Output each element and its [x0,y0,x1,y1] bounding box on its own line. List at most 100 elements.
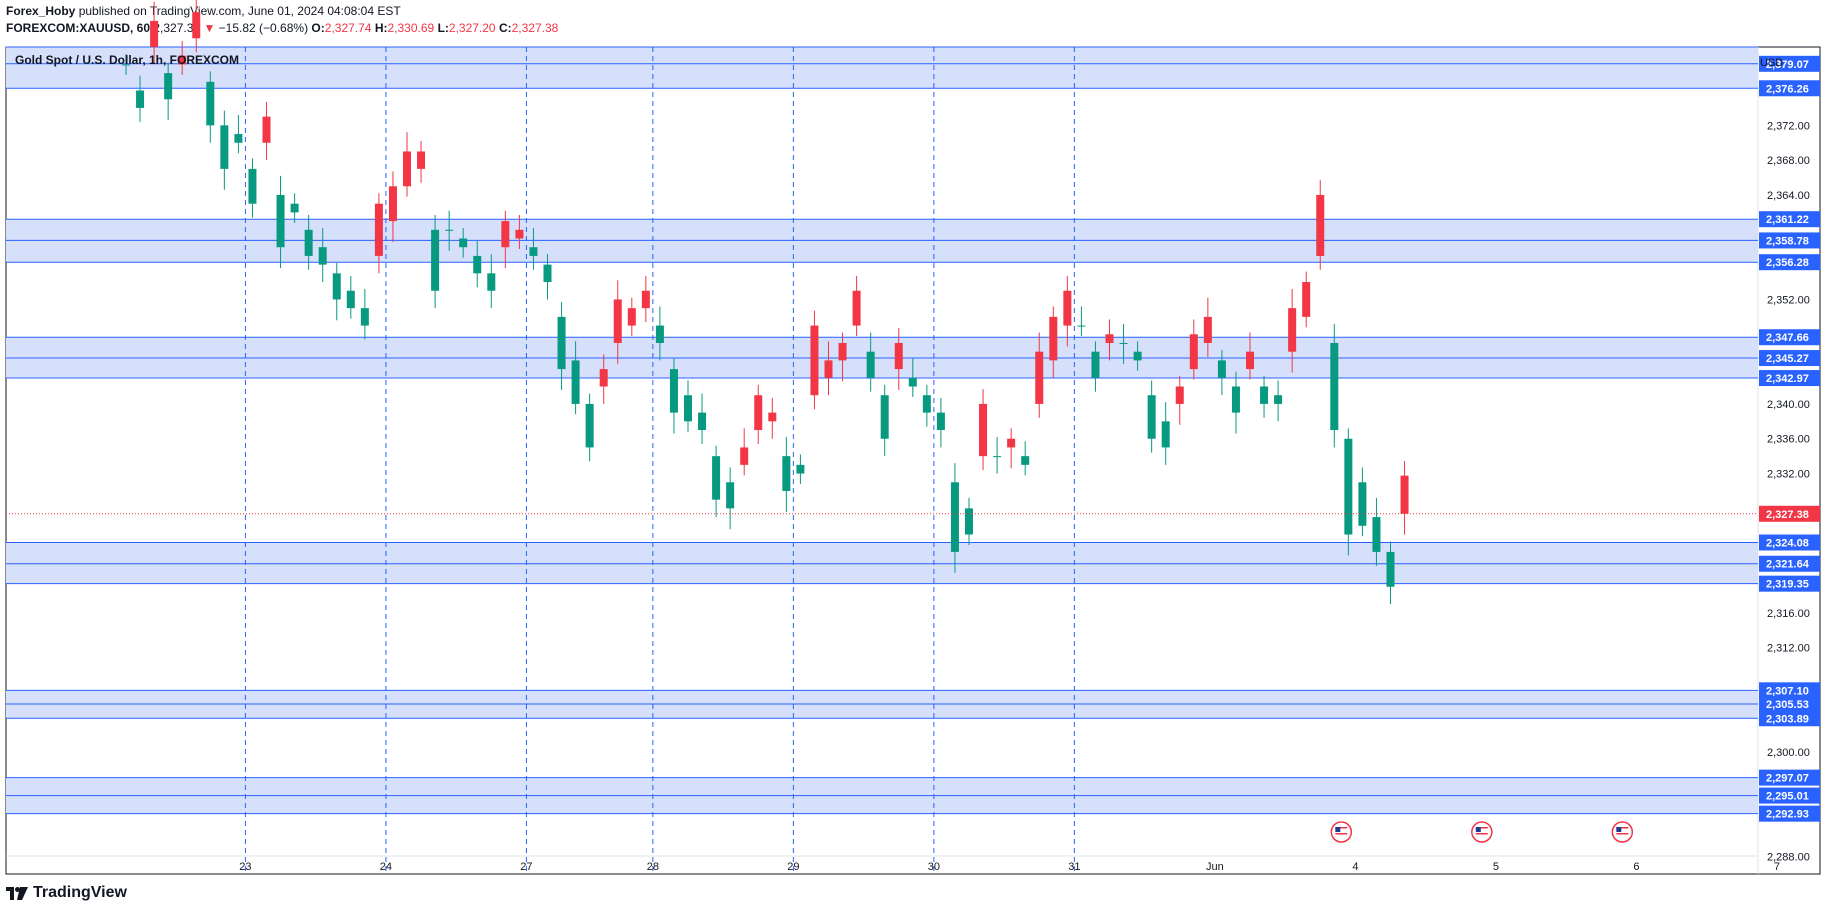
candle-body [1189,334,1198,370]
candle-body [936,412,945,431]
zone-price-label: 2,295.01 [1766,791,1809,803]
candle-body [1021,456,1030,465]
candle-body [290,203,299,213]
candle-body [571,360,580,404]
chart-title: Gold Spot / U.S. Dollar, 1h, FOREXCOM [15,53,240,67]
x-tick-label: 31 [1068,861,1080,873]
candle-body [1035,351,1044,404]
candle-body [1119,342,1128,344]
zone-price-label: 2,356.28 [1766,257,1809,269]
candle-body [234,134,243,143]
x-tick-label: 5 [1493,861,1499,873]
chart-frame [5,46,1821,875]
candle-body [487,273,496,291]
x-tick-label: Jun [1206,861,1224,873]
candle-body [220,125,229,169]
y-tick-label: 2,364.00 [1767,190,1810,202]
tradingview-brand: TradingView [33,884,127,901]
candle-body [1358,482,1367,526]
open-value: 2,327.74 [324,21,372,35]
zone-price-label: 2,342.97 [1766,373,1809,385]
zone-price-tag [1759,710,1820,727]
x-tick-label: 7 [1774,861,1780,873]
candle-body [1105,334,1114,343]
candle-body [726,482,735,509]
flag-stripe [1616,827,1629,829]
candle-body [388,186,397,222]
candle-body [1288,308,1297,352]
zone-price-tag [1759,55,1820,72]
candle-body [1091,351,1100,378]
zone-price-tag [1759,254,1820,271]
zone-price-tag [1759,695,1820,712]
author-name[interactable]: Forex_Hoby [6,4,76,18]
candle-body [768,412,777,422]
x-tick-label: 23 [239,861,251,873]
open-label: O: [311,21,325,35]
candle-body [164,73,173,100]
candle-body [136,90,145,108]
y-tick-label: 2,288.00 [1767,852,1810,864]
candle-body [655,325,664,343]
candle-body [557,316,566,370]
candle-body [669,369,678,413]
y-tick-label: 2,352.00 [1767,294,1810,306]
candle-body [1203,316,1212,343]
candle-body [1372,517,1381,552]
y-tick-label: 2,316.00 [1767,608,1810,620]
y-tick-label: 2,336.00 [1767,434,1810,446]
high-label: H: [374,21,388,35]
zone-price-tag [1759,787,1820,804]
candle-body [613,299,622,343]
flag-canton [1335,827,1341,832]
zone-price-label: 2,376.26 [1766,83,1809,95]
tradingview-footer[interactable]: TradingView [6,884,127,902]
flag-stripe [1475,833,1488,835]
candle-body [515,229,524,239]
currency-label[interactable]: USD [1760,57,1784,69]
x-tick-label: 27 [520,861,532,873]
y-tick-label: 2,372.00 [1767,120,1810,132]
change-text: −15.82 (−0.68%) [218,21,309,35]
x-tick-label: 30 [928,861,940,873]
candle-body [1330,342,1339,431]
candle-body [1217,360,1226,378]
flag-canton [1616,827,1622,832]
x-tick-label: 28 [647,861,659,873]
candle-body [262,116,271,143]
zone-price-label: 2,321.64 [1766,559,1810,571]
candle-body [950,482,959,552]
flag-stripe [1335,827,1348,829]
candle-body [1077,325,1086,327]
zone-price-tag [1759,232,1820,249]
zone-price-label: 2,347.66 [1766,332,1809,344]
zone-price-label: 2,358.78 [1766,235,1809,247]
candle-body [122,64,130,66]
candle-body [585,403,594,448]
zone-price-tag [1759,329,1820,346]
zone-price-label: 2,305.53 [1766,699,1809,711]
us-flag-icon [1471,821,1493,843]
candle-body [318,247,327,265]
candle-body [304,229,313,256]
candle-body [979,403,988,457]
candle-body [880,395,889,439]
candle-body [248,168,257,204]
candle-body [866,351,875,378]
flag-stripe [1616,836,1629,838]
candle-body [627,308,636,326]
us-flag-icon [1611,821,1634,843]
last-price-tag [1759,505,1820,522]
close-value: 2,327.38 [511,21,559,35]
candle-body [360,308,369,326]
zone-price-tag [1759,575,1820,592]
candle-body [346,290,355,309]
candle-body [417,151,426,169]
candle-body [1175,386,1184,404]
candle-body [754,395,763,431]
zone-price-label: 2,303.89 [1766,713,1809,725]
candle-body [1133,351,1142,361]
ohlc-header: FOREXCOM:XAUUSD, 60 2,327.38 ▼ −15.82 (−… [6,21,558,36]
candle-body [810,325,819,396]
